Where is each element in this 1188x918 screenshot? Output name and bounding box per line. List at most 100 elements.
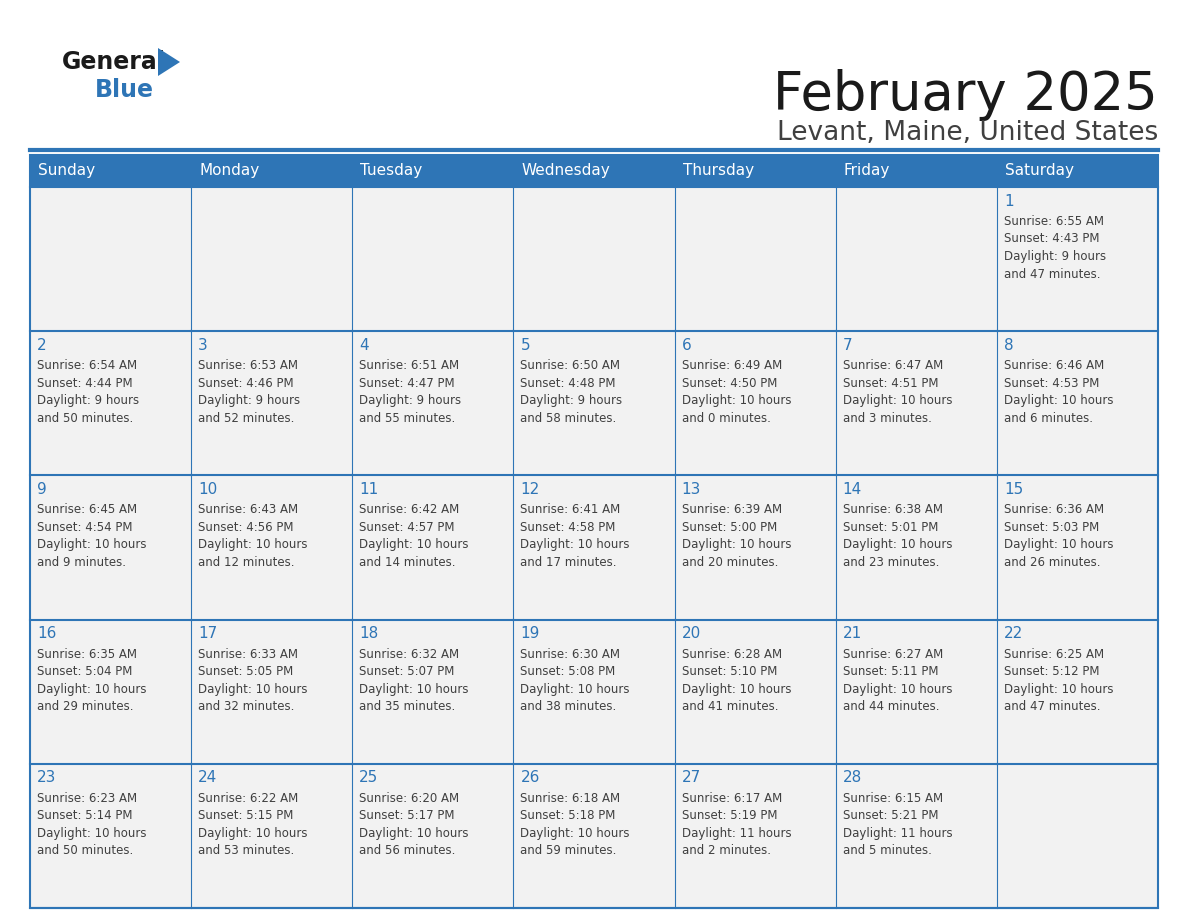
Bar <box>835 187 997 331</box>
Text: 13: 13 <box>682 482 701 497</box>
Bar <box>191 331 353 476</box>
Text: 24: 24 <box>198 770 217 785</box>
Bar <box>675 331 835 476</box>
Text: 22: 22 <box>1004 626 1023 641</box>
Bar <box>30 620 191 764</box>
Bar <box>30 187 191 331</box>
Text: 17: 17 <box>198 626 217 641</box>
Text: 8: 8 <box>1004 338 1013 353</box>
Text: 14: 14 <box>842 482 862 497</box>
Text: 19: 19 <box>520 626 539 641</box>
Bar <box>835 620 997 764</box>
Text: Friday: Friday <box>843 163 890 178</box>
Text: Sunrise: 6:18 AM
Sunset: 5:18 PM
Daylight: 10 hours
and 59 minutes.: Sunrise: 6:18 AM Sunset: 5:18 PM Dayligh… <box>520 792 630 857</box>
Text: 6: 6 <box>682 338 691 353</box>
Text: 5: 5 <box>520 338 530 353</box>
Bar <box>675 764 835 908</box>
Text: Sunrise: 6:50 AM
Sunset: 4:48 PM
Daylight: 9 hours
and 58 minutes.: Sunrise: 6:50 AM Sunset: 4:48 PM Dayligh… <box>520 359 623 425</box>
Text: 21: 21 <box>842 626 862 641</box>
Bar <box>353 187 513 331</box>
Text: Sunrise: 6:28 AM
Sunset: 5:10 PM
Daylight: 10 hours
and 41 minutes.: Sunrise: 6:28 AM Sunset: 5:10 PM Dayligh… <box>682 647 791 713</box>
Bar <box>30 155 1158 187</box>
Bar <box>835 331 997 476</box>
Text: Sunday: Sunday <box>38 163 95 178</box>
Bar <box>30 155 1158 908</box>
Bar <box>513 331 675 476</box>
Text: 26: 26 <box>520 770 539 785</box>
Bar <box>191 764 353 908</box>
Text: Sunrise: 6:51 AM
Sunset: 4:47 PM
Daylight: 9 hours
and 55 minutes.: Sunrise: 6:51 AM Sunset: 4:47 PM Dayligh… <box>359 359 461 425</box>
Bar <box>997 476 1158 620</box>
Bar <box>30 764 191 908</box>
Bar <box>675 476 835 620</box>
Bar <box>835 476 997 620</box>
Text: Levant, Maine, United States: Levant, Maine, United States <box>777 120 1158 146</box>
Bar <box>353 764 513 908</box>
Text: Sunrise: 6:46 AM
Sunset: 4:53 PM
Daylight: 10 hours
and 6 minutes.: Sunrise: 6:46 AM Sunset: 4:53 PM Dayligh… <box>1004 359 1113 425</box>
Text: Sunrise: 6:45 AM
Sunset: 4:54 PM
Daylight: 10 hours
and 9 minutes.: Sunrise: 6:45 AM Sunset: 4:54 PM Dayligh… <box>37 503 146 569</box>
Text: Monday: Monday <box>200 163 259 178</box>
Text: Sunrise: 6:20 AM
Sunset: 5:17 PM
Daylight: 10 hours
and 56 minutes.: Sunrise: 6:20 AM Sunset: 5:17 PM Dayligh… <box>359 792 469 857</box>
Text: Sunrise: 6:15 AM
Sunset: 5:21 PM
Daylight: 11 hours
and 5 minutes.: Sunrise: 6:15 AM Sunset: 5:21 PM Dayligh… <box>842 792 953 857</box>
Text: Wednesday: Wednesday <box>522 163 611 178</box>
Text: Sunrise: 6:22 AM
Sunset: 5:15 PM
Daylight: 10 hours
and 53 minutes.: Sunrise: 6:22 AM Sunset: 5:15 PM Dayligh… <box>198 792 308 857</box>
Bar <box>353 476 513 620</box>
Text: Blue: Blue <box>95 78 154 102</box>
Text: 20: 20 <box>682 626 701 641</box>
Text: 7: 7 <box>842 338 852 353</box>
Text: Sunrise: 6:43 AM
Sunset: 4:56 PM
Daylight: 10 hours
and 12 minutes.: Sunrise: 6:43 AM Sunset: 4:56 PM Dayligh… <box>198 503 308 569</box>
Text: Sunrise: 6:36 AM
Sunset: 5:03 PM
Daylight: 10 hours
and 26 minutes.: Sunrise: 6:36 AM Sunset: 5:03 PM Dayligh… <box>1004 503 1113 569</box>
Bar <box>191 476 353 620</box>
Text: Sunrise: 6:25 AM
Sunset: 5:12 PM
Daylight: 10 hours
and 47 minutes.: Sunrise: 6:25 AM Sunset: 5:12 PM Dayligh… <box>1004 647 1113 713</box>
Text: 12: 12 <box>520 482 539 497</box>
Text: 3: 3 <box>198 338 208 353</box>
Bar <box>191 620 353 764</box>
Text: 27: 27 <box>682 770 701 785</box>
Text: 11: 11 <box>359 482 379 497</box>
Text: General: General <box>62 50 166 74</box>
Text: Sunrise: 6:38 AM
Sunset: 5:01 PM
Daylight: 10 hours
and 23 minutes.: Sunrise: 6:38 AM Sunset: 5:01 PM Dayligh… <box>842 503 953 569</box>
Bar <box>353 331 513 476</box>
Text: February 2025: February 2025 <box>773 69 1158 121</box>
Polygon shape <box>158 48 181 76</box>
Text: Sunrise: 6:49 AM
Sunset: 4:50 PM
Daylight: 10 hours
and 0 minutes.: Sunrise: 6:49 AM Sunset: 4:50 PM Dayligh… <box>682 359 791 425</box>
Text: 1: 1 <box>1004 194 1013 208</box>
Bar <box>30 476 191 620</box>
Text: Sunrise: 6:47 AM
Sunset: 4:51 PM
Daylight: 10 hours
and 3 minutes.: Sunrise: 6:47 AM Sunset: 4:51 PM Dayligh… <box>842 359 953 425</box>
Text: Tuesday: Tuesday <box>360 163 423 178</box>
Text: Sunrise: 6:35 AM
Sunset: 5:04 PM
Daylight: 10 hours
and 29 minutes.: Sunrise: 6:35 AM Sunset: 5:04 PM Dayligh… <box>37 647 146 713</box>
Text: Sunrise: 6:23 AM
Sunset: 5:14 PM
Daylight: 10 hours
and 50 minutes.: Sunrise: 6:23 AM Sunset: 5:14 PM Dayligh… <box>37 792 146 857</box>
Text: 9: 9 <box>37 482 46 497</box>
Text: Sunrise: 6:30 AM
Sunset: 5:08 PM
Daylight: 10 hours
and 38 minutes.: Sunrise: 6:30 AM Sunset: 5:08 PM Dayligh… <box>520 647 630 713</box>
Bar <box>997 331 1158 476</box>
Bar <box>513 620 675 764</box>
Bar <box>191 187 353 331</box>
Text: Sunrise: 6:17 AM
Sunset: 5:19 PM
Daylight: 11 hours
and 2 minutes.: Sunrise: 6:17 AM Sunset: 5:19 PM Dayligh… <box>682 792 791 857</box>
Text: 23: 23 <box>37 770 56 785</box>
Text: 16: 16 <box>37 626 56 641</box>
Text: Thursday: Thursday <box>683 163 753 178</box>
Text: Sunrise: 6:53 AM
Sunset: 4:46 PM
Daylight: 9 hours
and 52 minutes.: Sunrise: 6:53 AM Sunset: 4:46 PM Dayligh… <box>198 359 301 425</box>
Bar <box>675 187 835 331</box>
Bar <box>675 620 835 764</box>
Bar <box>513 476 675 620</box>
Text: Sunrise: 6:41 AM
Sunset: 4:58 PM
Daylight: 10 hours
and 17 minutes.: Sunrise: 6:41 AM Sunset: 4:58 PM Dayligh… <box>520 503 630 569</box>
Text: 28: 28 <box>842 770 862 785</box>
Text: 10: 10 <box>198 482 217 497</box>
Bar <box>835 764 997 908</box>
Text: Sunrise: 6:54 AM
Sunset: 4:44 PM
Daylight: 9 hours
and 50 minutes.: Sunrise: 6:54 AM Sunset: 4:44 PM Dayligh… <box>37 359 139 425</box>
Text: Sunrise: 6:33 AM
Sunset: 5:05 PM
Daylight: 10 hours
and 32 minutes.: Sunrise: 6:33 AM Sunset: 5:05 PM Dayligh… <box>198 647 308 713</box>
Text: Sunrise: 6:39 AM
Sunset: 5:00 PM
Daylight: 10 hours
and 20 minutes.: Sunrise: 6:39 AM Sunset: 5:00 PM Dayligh… <box>682 503 791 569</box>
Bar <box>353 620 513 764</box>
Bar <box>513 187 675 331</box>
Text: Sunrise: 6:42 AM
Sunset: 4:57 PM
Daylight: 10 hours
and 14 minutes.: Sunrise: 6:42 AM Sunset: 4:57 PM Dayligh… <box>359 503 469 569</box>
Text: 15: 15 <box>1004 482 1023 497</box>
Text: Sunrise: 6:32 AM
Sunset: 5:07 PM
Daylight: 10 hours
and 35 minutes.: Sunrise: 6:32 AM Sunset: 5:07 PM Dayligh… <box>359 647 469 713</box>
Bar <box>997 620 1158 764</box>
Text: 18: 18 <box>359 626 379 641</box>
Bar <box>997 764 1158 908</box>
Bar <box>30 331 191 476</box>
Bar <box>513 764 675 908</box>
Text: 4: 4 <box>359 338 369 353</box>
Bar <box>997 187 1158 331</box>
